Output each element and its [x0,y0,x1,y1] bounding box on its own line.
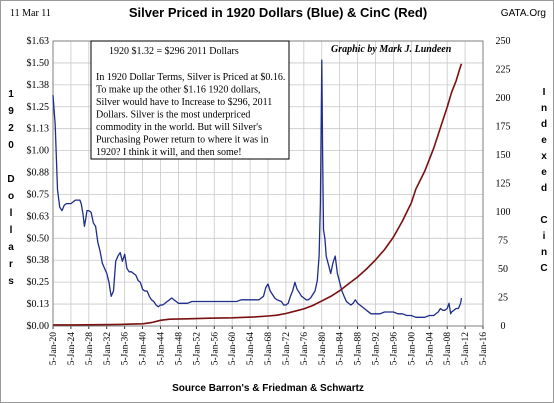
y-tick-label-left: $0.75 [27,189,50,200]
y-tick-label-right: 50 [498,264,508,275]
right-axis-letter: I [543,87,546,98]
y-tick-label-left: $1.25 [27,102,50,113]
source-note: Source Barron's & Friedman & Schwartz [172,383,364,394]
annotation-lines: In 1920 Dollar Terms, Silver is Priced a… [96,72,285,158]
right-axis-letter: n [541,247,547,258]
x-tick-label: 5-Jan-52 [192,332,202,365]
annotation-line: Silver would have to Increase to $296, 2… [96,97,272,108]
y-tick-label-left: $0.63 [27,211,50,222]
credit-text: Graphic by Mark J. Lundeen [331,44,452,55]
y-tick-label-left: $0.13 [27,299,50,310]
y-tick-label-right: 225 [496,65,511,76]
left-axis-letter: l [10,208,13,219]
x-tick-label: 5-Jan-96 [389,332,399,365]
y-tick-label-left: $1.50 [27,58,50,69]
annotation-rect [90,40,290,160]
x-tick-label: 5-Jan-76 [300,332,310,365]
x-tick-label: 5-Jan-84 [336,332,346,365]
annotation-headline: 1920 $1.32 = $296 2011 Dollars [109,46,239,57]
x-tick-label: 5-Jan-64 [246,332,256,365]
source-tag: GATA.Org [501,8,546,19]
y-tick-label-left: $0.38 [27,255,50,266]
right-axis-letter: e [541,167,547,178]
annotation-line: commodity in the world. But will Silver'… [96,122,262,133]
y-tick-label-left: $0.25 [27,277,50,288]
annotation-line: In 1920 Dollar Terms, Silver is Priced a… [96,72,285,83]
right-axis-letter: d [541,183,547,194]
x-tick-label: 5-Jan-20 [49,332,59,365]
x-tick-label: 5-Jan-28 [85,332,95,365]
x-tick-label: 5-Jan-40 [139,332,149,365]
y-tick-label-right: 25 [498,293,508,304]
left-axis-letter: 0 [8,140,14,151]
left-axis-letter: D [7,174,14,185]
y-tick-label-right: 100 [496,207,511,218]
y-tick-label-left: $0.50 [27,233,50,244]
x-tick-label: 5-Jan-44 [157,332,167,365]
right-axis-letter: i [543,231,546,242]
x-tick-label: 5-Jan-24 [67,332,77,365]
y-tick-label-left: $0.00 [27,321,50,332]
x-tick-label: 5-Jan-16 [479,332,489,365]
left-axis-letter: 9 [8,106,14,117]
left-axis-letter: 2 [8,123,14,134]
x-tick-label: 5-Jan-88 [354,332,364,365]
x-tick-label: 5-Jan-48 [174,332,184,365]
y-tick-label-right: 250 [496,36,511,47]
x-tick-label: 5-Jan-36 [121,332,131,365]
y-tick-label-right: 75 [498,236,508,247]
chart-title: Silver Priced in 1920 Dollars (Blue) & C… [129,5,427,20]
left-axis-letter: l [10,225,13,236]
y-tick-label-right: 125 [496,179,511,190]
chart-date: 11 Mar 11 [10,8,51,19]
silver-series-line [52,59,463,318]
right-axis-letter: C [540,263,547,274]
annotation-line: Purchasing Power return to where it was … [96,135,268,146]
y-tick-label-left: $0.88 [27,168,50,179]
annotation-line: Dollars. Silver is the most underpriced [96,110,250,121]
x-tick-label: 5-Jan-00 [407,332,417,365]
x-tick-label: 5-Jan-72 [282,332,292,365]
y-tick-label-right: 200 [496,93,511,104]
right-axis-letter: d [541,119,547,130]
left-axis-letter: s [8,276,14,287]
x-tick-label: 5-Jan-92 [372,332,382,365]
left-axis-letter: r [9,259,13,270]
y-tick-label-left: $1.63 [27,36,50,47]
x-tick-label: 5-Jan-08 [443,332,453,365]
right-axis-letter: e [541,135,547,146]
y-tick-label-left: $1.00 [27,146,50,157]
x-tick-label: 5-Jan-04 [425,332,435,365]
x-tick-label: 5-Jan-32 [103,332,113,365]
x-tick-label: 5-Jan-60 [228,332,238,365]
right-axis-letter: C [540,215,547,226]
cinc-series-line [53,63,463,326]
annotation-line: 1920? I think it will, and then some! [96,147,242,158]
x-tick-label: 5-Jan-68 [264,332,274,365]
x-tick-label: 5-Jan-56 [210,332,220,365]
annotation-line: To make up the other $1.16 1920 dollars, [96,85,261,96]
y-tick-label-right: 150 [496,150,511,161]
left-axis-letter: 1 [8,89,14,100]
left-axis-letter: o [8,191,14,202]
y-tick-label-left: $1.13 [27,124,50,135]
annotation-box: 1920 $1.32 = $296 2011 Dollars In 1920 D… [90,40,290,160]
x-tick-label: 5-Jan-12 [461,332,471,365]
right-axis-letter: n [541,103,547,114]
y-tick-label-right: 0 [501,321,506,332]
left-axis-letter: a [8,242,14,253]
y-tick-label-right: 175 [496,122,511,133]
y-tick-label-left: $1.38 [27,80,50,91]
x-tick-label: 5-Jan-80 [318,332,328,365]
right-axis-letter: x [541,151,547,162]
